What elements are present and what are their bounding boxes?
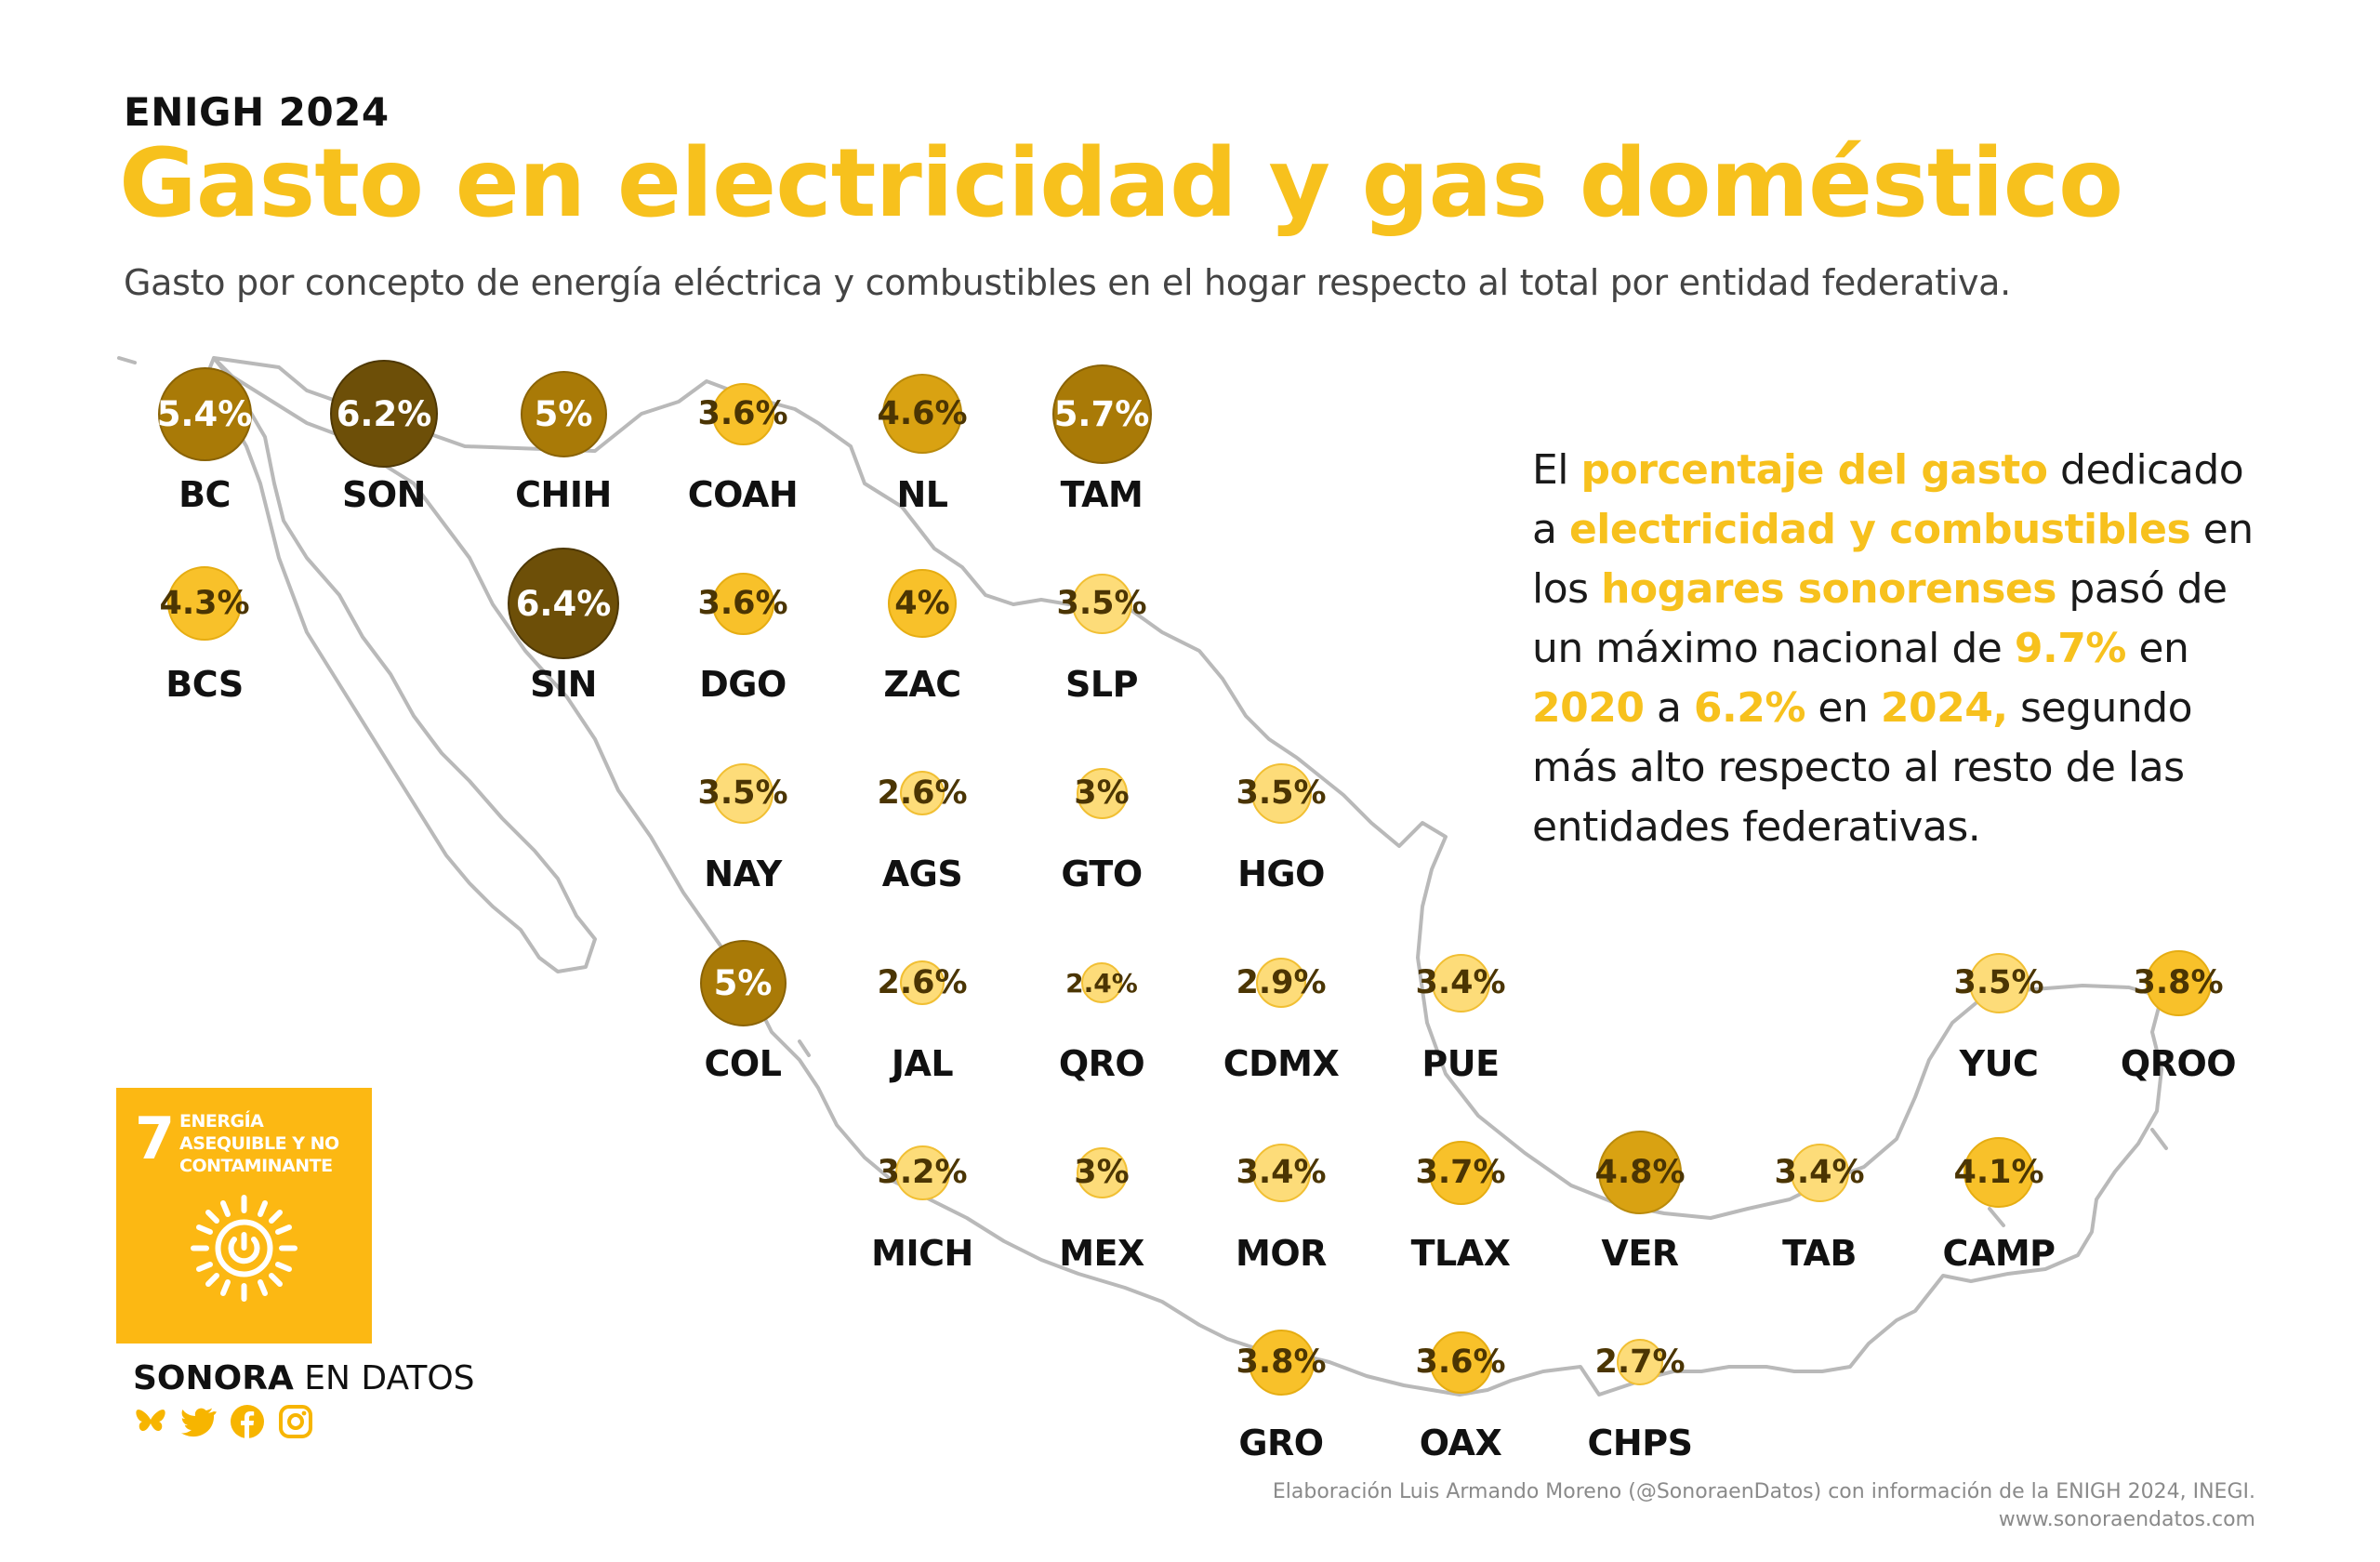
callout-part: en los: [1532, 506, 2254, 613]
state-label-camp: CAMP: [1942, 1233, 2056, 1274]
state-bubble-oax: 3.6%: [1415, 1330, 1506, 1394]
state-label-zac: ZAC: [883, 664, 961, 705]
social-icons: [133, 1404, 313, 1439]
state-bubble-ags: 2.6%: [877, 771, 968, 815]
state-label-yuc: YUC: [1959, 1043, 2039, 1084]
state-bubble-qroo: 3.8%: [2133, 949, 2224, 1016]
state-label-tab: TAB: [1782, 1233, 1857, 1274]
state-bubble-bcs: 4.3%: [159, 566, 250, 641]
callout-part: pasó de un máximo nacional de: [1532, 565, 2228, 672]
sun-power-icon: [191, 1195, 298, 1302]
state-bubble-mex: 3%: [1074, 1146, 1130, 1198]
state-bubble-yuc: 3.5%: [1953, 952, 2044, 1013]
state-label-ver: VER: [1601, 1233, 1679, 1274]
callout-part: en: [2125, 625, 2189, 672]
state-label-mor: MOR: [1236, 1233, 1327, 1274]
sdg-title: ENERGÍA ASEQUIBLE Y NO CONTAMINANTE: [179, 1111, 339, 1176]
state-bubble-ver: 4.8%: [1594, 1131, 1686, 1214]
callout-highlight: 9.7%: [2014, 625, 2127, 672]
state-label-sin: SIN: [530, 664, 597, 705]
state-bubble-tab: 3.4%: [1774, 1143, 1865, 1202]
state-bubble-chih: 5%: [520, 370, 607, 457]
callout-text: El porcentaje del gasto dedicado a elect…: [1532, 441, 2276, 857]
state-bubble-son: 6.2%: [330, 360, 438, 468]
state-bubble-gro: 3.8%: [1236, 1329, 1327, 1396]
state-bubble-qro: 2.4%: [1065, 962, 1138, 1003]
state-label-gro: GRO: [1238, 1423, 1324, 1463]
state-bubble-pue: 3.4%: [1415, 953, 1506, 1013]
state-bubble-chps: 2.7%: [1594, 1339, 1686, 1385]
eyebrow-label: ENIGH 2024: [124, 89, 390, 135]
callout-part: en: [1805, 684, 1881, 732]
state-bubble-hgo: 3.5%: [1236, 762, 1327, 824]
state-label-nay: NAY: [704, 854, 782, 894]
state-label-qroo: QROO: [2120, 1043, 2237, 1084]
state-label-bcs: BCS: [165, 664, 244, 705]
callout-part: segundo más alto respecto al resto de la…: [1532, 684, 2193, 851]
credit-line: Elaboración Luis Armando Moreno (@Sonora…: [1272, 1480, 2255, 1503]
instagram-icon[interactable]: [278, 1404, 313, 1439]
state-bubble-nl: 4.6%: [877, 374, 968, 454]
state-bubble-gto: 3%: [1074, 767, 1130, 819]
baja-peninsula-outline: [203, 356, 597, 973]
state-label-gto: GTO: [1061, 854, 1143, 894]
state-bubble-nay: 3.5%: [697, 762, 788, 824]
state-label-son: SON: [342, 474, 426, 515]
state-bubble-bc: 5.4%: [157, 366, 252, 461]
state-bubble-mich: 3.2%: [877, 1145, 968, 1200]
state-bubble-zac: 4%: [888, 569, 957, 638]
state-label-mex: MEX: [1059, 1233, 1144, 1274]
state-label-qro: QRO: [1058, 1043, 1145, 1084]
source-credit: Elaboración Luis Armando Moreno (@Sonora…: [1273, 1478, 2255, 1534]
state-label-mich: MICH: [871, 1233, 973, 1274]
state-label-tam: TAM: [1060, 474, 1144, 515]
sdg-number: 7: [135, 1105, 176, 1172]
page-title: Gasto en electricidad y gas doméstico: [119, 128, 2123, 239]
state-bubble-jal: 2.6%: [877, 960, 968, 1005]
state-bubble-col: 5%: [699, 939, 787, 1026]
callout-highlight: electricidad y combustibles: [1568, 506, 2191, 553]
state-label-jal: JAL: [891, 1043, 954, 1084]
brand-bold: SONORA: [133, 1359, 294, 1397]
callout-highlight: 2024,: [1880, 684, 2008, 732]
state-label-slp: SLP: [1065, 664, 1138, 705]
state-label-nl: NL: [896, 474, 948, 515]
state-label-cdmx: CDMX: [1223, 1043, 1340, 1084]
callout-part: dedicado a: [1532, 446, 2244, 553]
state-bubble-cdmx: 2.9%: [1236, 958, 1327, 1008]
state-label-hgo: HGO: [1237, 854, 1325, 894]
page-subtitle: Gasto por concepto de energía eléctrica …: [124, 262, 2011, 303]
state-label-pue: PUE: [1421, 1043, 1500, 1084]
state-bubble-slp: 3.5%: [1056, 573, 1147, 634]
state-bubble-sin: 6.4%: [508, 548, 619, 659]
state-bubble-tlax: 3.7%: [1415, 1140, 1506, 1205]
state-bubble-camp: 4.1%: [1953, 1137, 2044, 1208]
state-label-dgo: DGO: [699, 664, 787, 705]
callout-highlight: 2020: [1532, 684, 1645, 732]
brand-regular: EN DATOS: [293, 1359, 475, 1397]
state-label-col: COL: [704, 1043, 782, 1084]
state-label-ags: AGS: [881, 854, 963, 894]
callout-highlight: 6.2%: [1693, 684, 1806, 732]
website-link[interactable]: www.sonoraendatos.com: [1998, 1508, 2255, 1531]
facebook-icon[interactable]: [230, 1404, 265, 1439]
state-bubble-tam: 5.7%: [1051, 364, 1152, 464]
state-label-coah: COAH: [687, 474, 799, 515]
state-bubble-mor: 3.4%: [1236, 1143, 1327, 1202]
state-label-tlax: TLAX: [1410, 1233, 1511, 1274]
brand-name: SONORA EN DATOS: [133, 1359, 475, 1397]
callout-highlight: hogares sonorenses: [1601, 565, 2056, 613]
state-label-oax: OAX: [1419, 1423, 1502, 1463]
callout-highlight: porcentaje del gasto: [1580, 446, 2049, 494]
state-label-chps: CHPS: [1587, 1423, 1693, 1463]
callout-part: a: [1644, 684, 1694, 732]
state-bubble-dgo: 3.6%: [697, 572, 788, 635]
state-label-chih: CHIH: [515, 474, 612, 515]
state-label-bc: BC: [178, 474, 231, 515]
callout-part: El: [1532, 446, 1581, 494]
sdg-7-badge: 7 ENERGÍA ASEQUIBLE Y NO CONTAMINANTE: [116, 1088, 372, 1344]
state-bubble-coah: 3.6%: [697, 382, 788, 445]
butterfly-icon[interactable]: [133, 1404, 168, 1439]
twitter-bird-icon[interactable]: [181, 1404, 217, 1439]
